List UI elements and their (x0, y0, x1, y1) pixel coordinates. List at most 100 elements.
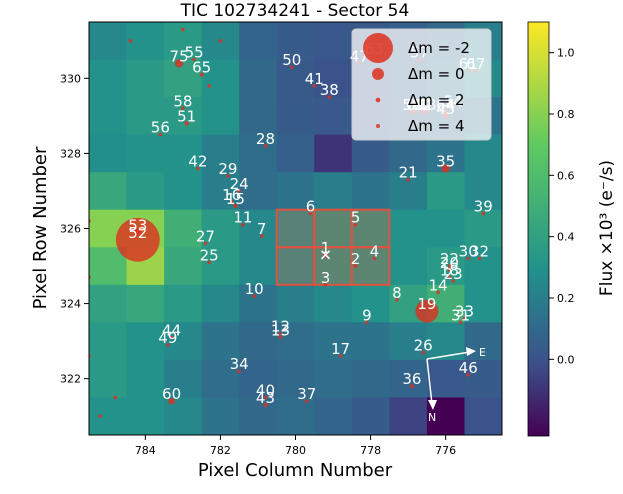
heatmap-cell (164, 97, 203, 136)
star-marker (259, 234, 264, 238)
north-arrow-head (428, 400, 437, 410)
star-marker (263, 395, 268, 400)
heatmap-cell (314, 359, 353, 399)
star-label: 4 (370, 243, 380, 261)
heatmap-cell (239, 97, 278, 136)
x-tick-label: 784 (135, 444, 156, 457)
star-marker (166, 343, 170, 347)
y-tick-label: 322 (60, 373, 81, 386)
star-marker (304, 399, 309, 404)
legend-marker (376, 124, 380, 128)
star-label: 25 (200, 246, 219, 264)
star-marker (226, 174, 230, 178)
y-axis-ticks: 322 324 326 328 330 (60, 72, 89, 386)
heatmap-cell (314, 247, 353, 286)
star-marker (441, 164, 450, 173)
star-marker (458, 320, 463, 325)
heatmap-cell (126, 97, 165, 136)
star-marker (237, 369, 241, 373)
heatmap-cell (89, 247, 128, 286)
heatmap-cell (89, 134, 128, 173)
star-label: 24 (230, 175, 249, 193)
star-marker (181, 106, 185, 111)
colorbar-label: Flux ×10³ (e⁻/s) (597, 160, 617, 296)
y-tick-label: 328 (60, 147, 81, 160)
heatmap-cell (314, 284, 353, 323)
heatmap-cell (351, 172, 390, 211)
heatmap-cell (464, 284, 502, 323)
star-label: 41 (305, 70, 324, 88)
star-marker (447, 275, 452, 280)
star-labels: 1234567891011121314151617181920212223242… (128, 40, 493, 407)
star-label: 11 (233, 209, 252, 227)
heatmap-cell (276, 172, 315, 211)
heatmap-cell (201, 284, 240, 323)
star-marker (353, 264, 358, 268)
heatmap-cell (314, 22, 353, 61)
star-label: 44 (162, 321, 181, 339)
heatmap-cell (351, 397, 390, 435)
heatmap-cell (239, 59, 278, 98)
heatmap-cell (89, 59, 128, 98)
star-label: 31 (451, 306, 470, 324)
heatmap-cell (389, 247, 428, 286)
star-marker (133, 228, 142, 237)
star-marker (113, 395, 118, 400)
colorbar-tick-label: 0.4 (557, 231, 575, 244)
star-label: 14 (429, 276, 448, 294)
heatmap-cell (239, 172, 278, 211)
heatmap-cell (276, 22, 315, 61)
x-tick-label: 782 (210, 444, 231, 457)
star-label: 12 (271, 318, 290, 336)
heatmap-cell (276, 59, 315, 98)
heatmap-cell (201, 359, 240, 399)
star-label: 16 (222, 186, 241, 204)
heatmap-cell (126, 134, 165, 173)
star-marker (196, 166, 200, 171)
heatmap-cell (239, 322, 278, 361)
legend-label: Δm = 2 (408, 91, 465, 109)
heatmap-cell (351, 322, 390, 361)
heatmap-cell (276, 97, 315, 136)
heatmap-cell (276, 134, 315, 173)
star-label: 55 (185, 44, 204, 62)
star-label: 53 (128, 216, 147, 234)
star-marker (207, 260, 211, 265)
colorbar-tick-label: 0.2 (557, 292, 575, 305)
heatmap-cell (201, 172, 240, 211)
aperture-mask (275, 208, 391, 286)
aperture-pixel (350, 246, 391, 286)
star-marker (323, 283, 328, 287)
aperture-pixel (275, 208, 316, 249)
north-label: N (428, 411, 436, 424)
heatmap-cell (89, 97, 128, 136)
star-marker (447, 268, 452, 272)
heatmap-cell (126, 397, 165, 435)
east-label: E (479, 346, 486, 359)
star-label: 5 (351, 209, 361, 227)
star-label: 43 (256, 389, 275, 407)
star-marker (199, 72, 204, 77)
heatmap-cell (164, 59, 203, 98)
star-label: 30 (459, 243, 478, 261)
heatmap-cell (239, 22, 278, 61)
x-axis-ticks: 784 782 780 778 776 (135, 435, 456, 457)
heatmap-cell (276, 397, 315, 435)
y-axis-label: Pixel Row Number (30, 146, 51, 309)
star-label: 21 (399, 164, 418, 182)
heatmap-cell (464, 322, 502, 361)
heatmap-cell (126, 359, 165, 399)
star-marker (218, 38, 223, 43)
star-label: 75 (170, 47, 189, 65)
heatmap-cell (201, 247, 240, 286)
heatmap-cell (239, 134, 278, 173)
east-arrow-head (466, 347, 476, 356)
star-label: 3 (321, 269, 331, 287)
heatmap-cell (164, 247, 203, 286)
heatmap-cell (239, 284, 278, 323)
legend-marker (375, 97, 381, 103)
x-tick-label: 778 (360, 444, 381, 457)
heatmap-cell (389, 359, 428, 399)
heatmap-cell (201, 397, 240, 435)
star-label: 56 (151, 119, 170, 137)
